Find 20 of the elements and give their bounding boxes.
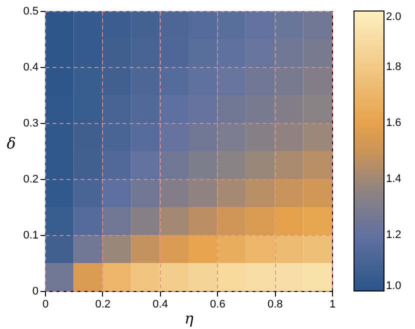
x-tick-label: 1 [329, 298, 336, 310]
y-tick-label: 0.2 [23, 174, 38, 186]
color-bar-label: 1.0 [386, 280, 402, 292]
color-bar-label: 1.8 [386, 61, 402, 73]
y-tick-label: 0.1 [23, 230, 38, 242]
color-bar-label: 1.2 [386, 229, 402, 241]
x-axis-title: η [184, 310, 194, 328]
x-tick-label: 0.4 [152, 298, 168, 310]
color-bar-label: 1.4 [386, 173, 402, 185]
y-tick-label: 0.5 [23, 6, 38, 18]
x-tick-label: 0.6 [210, 298, 226, 310]
color-bar-label: 2.0 [386, 11, 402, 23]
x-tick-label: 0 [42, 298, 49, 310]
y-tick-label: 0.3 [23, 118, 38, 130]
y-tick-label: 0.4 [23, 62, 38, 74]
x-tick-label: 0.8 [267, 298, 283, 310]
x-tick-label: 0.2 [95, 298, 111, 310]
y-tick-label: 0 [32, 286, 38, 298]
color-bar-label: 1.6 [386, 117, 402, 129]
y-axis-title: δ [6, 134, 16, 152]
